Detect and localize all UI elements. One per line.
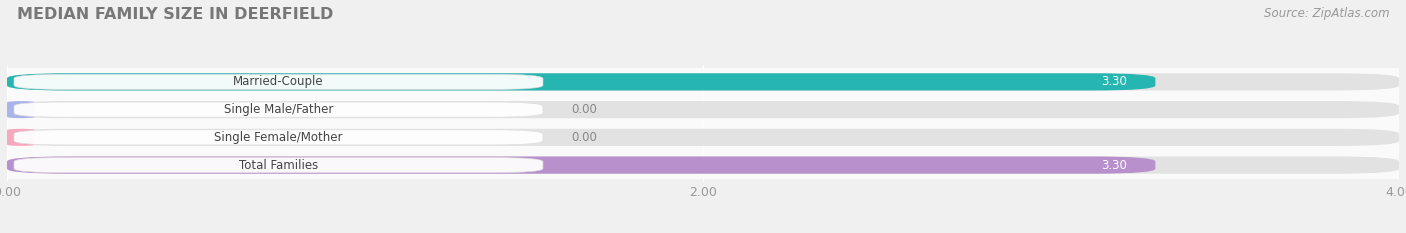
FancyBboxPatch shape [14,74,543,89]
FancyBboxPatch shape [7,73,1399,90]
FancyBboxPatch shape [7,68,1399,96]
FancyBboxPatch shape [7,96,1399,123]
Text: 3.30: 3.30 [1102,159,1128,171]
Text: 3.30: 3.30 [1102,75,1128,88]
FancyBboxPatch shape [7,129,1399,146]
Text: Source: ZipAtlas.com: Source: ZipAtlas.com [1264,7,1389,20]
Text: Total Families: Total Families [239,159,318,171]
Text: 0.00: 0.00 [571,131,596,144]
FancyBboxPatch shape [14,158,543,173]
FancyBboxPatch shape [7,157,1399,174]
FancyBboxPatch shape [7,73,1156,90]
FancyBboxPatch shape [14,102,543,117]
Text: MEDIAN FAMILY SIZE IN DEERFIELD: MEDIAN FAMILY SIZE IN DEERFIELD [17,7,333,22]
Text: Married-Couple: Married-Couple [233,75,323,88]
FancyBboxPatch shape [14,130,543,145]
FancyBboxPatch shape [7,123,1399,151]
FancyBboxPatch shape [7,101,1399,118]
Text: Single Female/Mother: Single Female/Mother [214,131,343,144]
FancyBboxPatch shape [7,157,1156,174]
FancyBboxPatch shape [7,129,35,146]
Text: 0.00: 0.00 [571,103,596,116]
Text: Single Male/Father: Single Male/Father [224,103,333,116]
FancyBboxPatch shape [7,101,35,118]
FancyBboxPatch shape [7,151,1399,179]
